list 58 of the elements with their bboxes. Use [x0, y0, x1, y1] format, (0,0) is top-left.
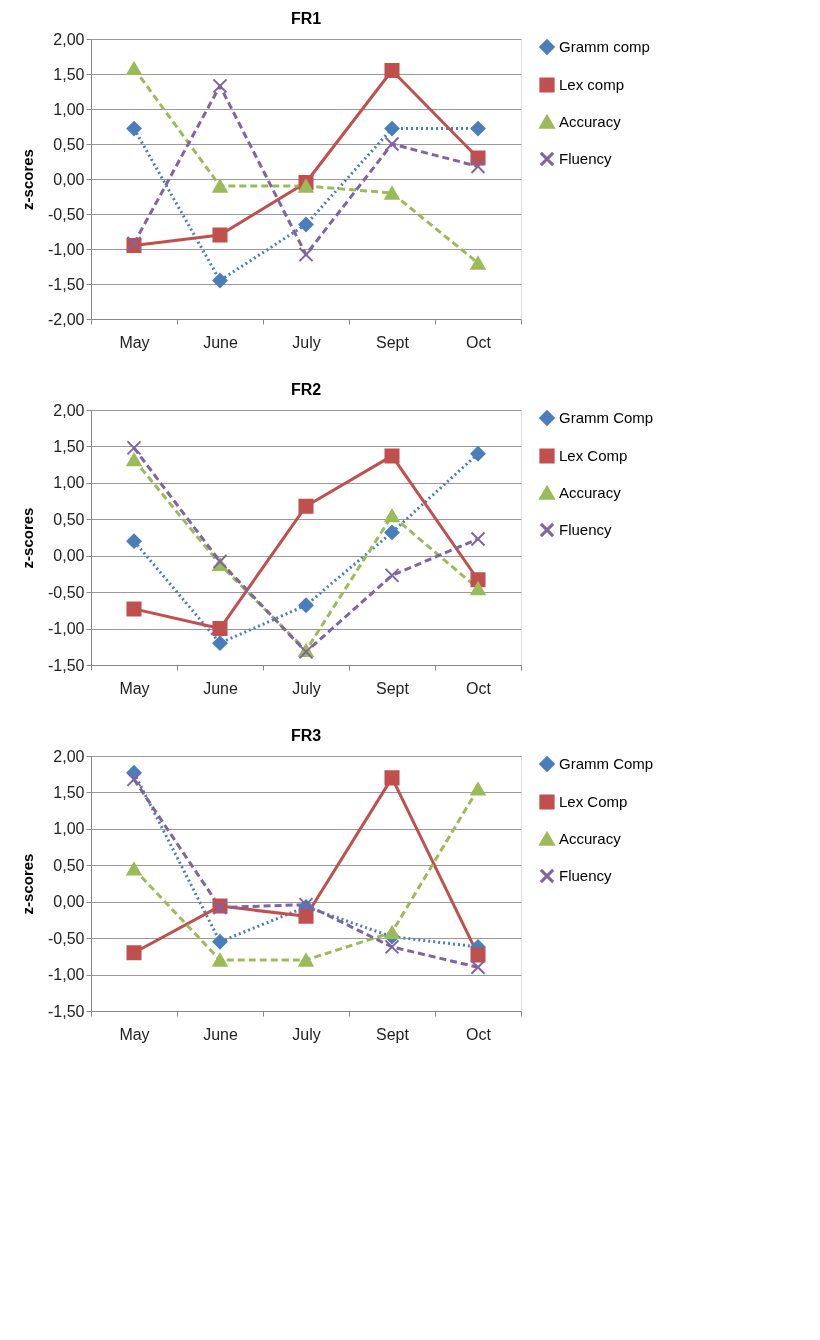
x-tick-label: June: [203, 679, 238, 697]
legend-label: Accuracy: [559, 484, 622, 501]
y-tick-label: -1,00: [48, 620, 85, 638]
x-tick-label: July: [292, 1025, 321, 1043]
y-tick-label: 2,00: [53, 30, 85, 48]
legend-label: Gramm comp: [559, 38, 650, 55]
x-tick-label: July: [292, 679, 321, 697]
x-tick-label: Sept: [376, 1025, 410, 1043]
chart-title: FR1: [290, 10, 322, 27]
y-tick-label: 1,50: [53, 65, 85, 83]
y-tick-label: -1,00: [48, 240, 85, 258]
y-tick-label: 1,00: [53, 474, 85, 492]
y-tick-label: -0,50: [48, 205, 85, 223]
y-tick-label: -0,50: [48, 929, 85, 947]
y-tick-label: -1,00: [48, 966, 85, 984]
legend-label: Gramm Comp: [559, 409, 654, 426]
y-tick-label: 1,50: [53, 783, 85, 801]
x-tick-label: Sept: [376, 333, 410, 351]
y-tick-label: 1,00: [53, 100, 85, 118]
legend-label: Accuracy: [559, 113, 622, 130]
x-tick-label: Sept: [376, 679, 410, 697]
y-tick-label: 0,50: [53, 135, 85, 153]
x-tick-label: June: [203, 1025, 238, 1043]
legend-label: Gramm Comp: [559, 755, 654, 772]
x-tick-label: Oct: [466, 679, 492, 697]
x-tick-label: May: [119, 1025, 150, 1043]
legend-label: Fluency: [559, 150, 613, 167]
legend-label: Fluency: [559, 867, 613, 884]
y-tick-label: 0,50: [53, 856, 85, 874]
x-tick-label: Oct: [466, 333, 492, 351]
x-tick-label: May: [119, 679, 150, 697]
y-tick-label: 2,00: [53, 747, 85, 765]
y-tick-label: 1,00: [53, 820, 85, 838]
legend-label: Accuracy: [559, 830, 622, 847]
y-tick-label: 1,50: [53, 437, 85, 455]
y-axis-title: z-scores: [19, 149, 37, 210]
x-tick-label: May: [119, 333, 150, 351]
x-tick-label: June: [203, 333, 238, 351]
chart-title: FR2: [290, 381, 322, 398]
y-tick-label: 0,00: [53, 547, 85, 565]
y-tick-label: -1,50: [48, 275, 85, 293]
y-tick-label: -2,00: [48, 310, 85, 328]
y-tick-label: 0,00: [53, 170, 85, 188]
x-tick-label: Oct: [466, 1025, 492, 1043]
y-tick-label: 0,00: [53, 893, 85, 911]
chart-title: FR3: [290, 727, 322, 744]
y-tick-label: -1,50: [48, 656, 85, 674]
legend-label: Lex Comp: [559, 447, 628, 464]
legend-label: Lex comp: [559, 76, 625, 93]
y-tick-label: -0,50: [48, 583, 85, 601]
x-tick-label: July: [292, 333, 321, 351]
y-axis-title: z-scores: [19, 507, 37, 569]
y-tick-label: 0,50: [53, 510, 85, 528]
legend-label: Lex Comp: [559, 793, 628, 810]
y-axis-title: z-scores: [19, 853, 37, 915]
y-tick-label: 2,00: [53, 401, 85, 419]
y-tick-label: -1,50: [48, 1002, 85, 1020]
legend-label: Fluency: [559, 521, 613, 538]
